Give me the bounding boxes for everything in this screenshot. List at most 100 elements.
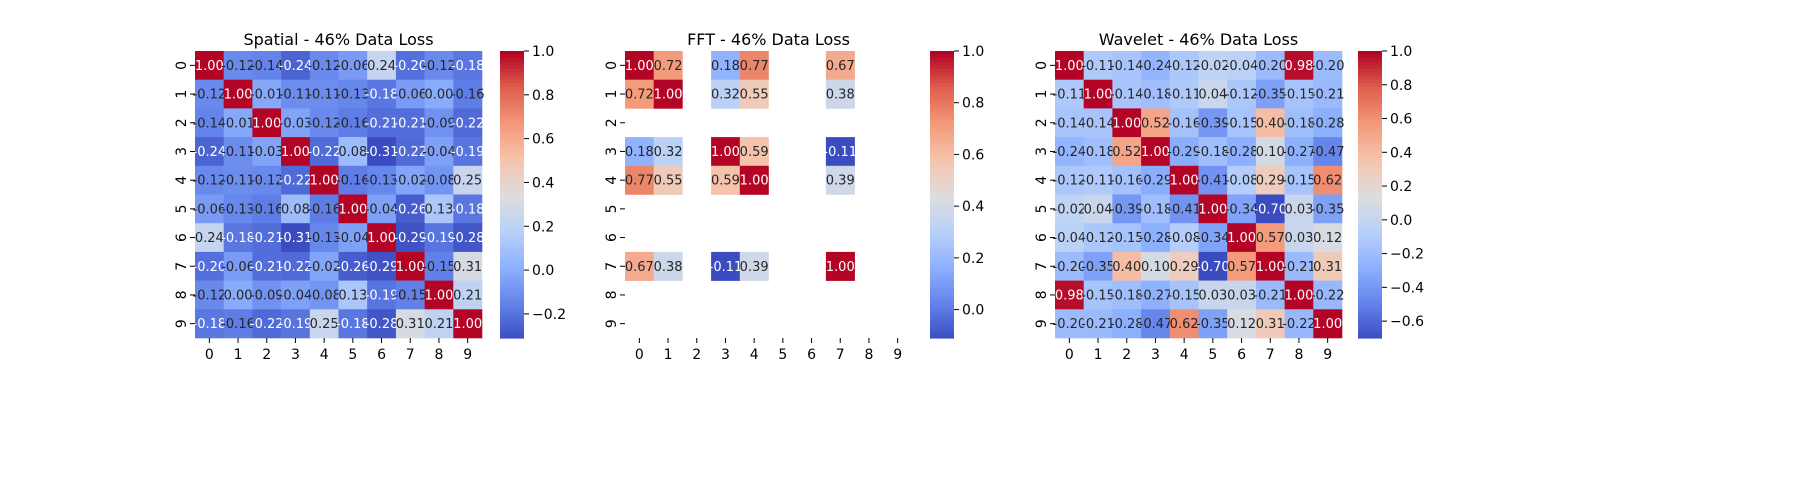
- heatmap-cell: [825, 51, 855, 80]
- heatmap-cell: [195, 309, 224, 339]
- heatmap-cell: [1313, 251, 1343, 281]
- colorbar-segment: [930, 212, 954, 217]
- cell-value-label: 1.00: [1084, 88, 1113, 103]
- heatmap-cell: [453, 251, 483, 281]
- colorbar-segment: [1358, 90, 1382, 95]
- heatmap-cell: [1284, 51, 1314, 80]
- colorbar-segment: [930, 287, 954, 292]
- colorbar-segment: [930, 51, 954, 56]
- heatmap-cell: [453, 309, 483, 339]
- heatmap-cell: [1284, 79, 1314, 109]
- cell-value-label: -0.35: [1081, 260, 1115, 275]
- colorbar-segment: [1358, 273, 1382, 278]
- colorbar-segment: [1358, 233, 1382, 239]
- heatmap-cell: [338, 51, 368, 80]
- y-tick-label: 2: [174, 118, 190, 127]
- heatmap-cell: [1169, 51, 1199, 80]
- colorbar-segment: [500, 155, 524, 160]
- cell-value-label: -0.22: [307, 145, 341, 160]
- heatmap-cell: [739, 51, 769, 80]
- heatmap-cell: [1255, 165, 1285, 195]
- cell-value-label: 0.39: [740, 260, 769, 275]
- y-tick-label: 8: [604, 290, 620, 299]
- heatmap-cell: [367, 251, 397, 281]
- colorbar-segment: [930, 129, 954, 135]
- y-tick-label: 7: [174, 262, 190, 271]
- heatmap-cell: [1198, 108, 1228, 138]
- colorbar-segment: [500, 183, 524, 188]
- colorbar-segment: [500, 320, 524, 325]
- colorbar-segment: [1358, 216, 1382, 221]
- x-tick-label: 1: [234, 347, 243, 363]
- colorbar-segment: [1358, 316, 1382, 321]
- cell-value-label: -0.12: [193, 174, 227, 189]
- heatmap-cell: [1227, 137, 1257, 167]
- x-tick-label: 0: [1065, 347, 1074, 363]
- colorbar-tick-label: 0.2: [962, 251, 984, 267]
- heatmap-cell: [1313, 223, 1343, 253]
- cell-value-label: 0.04: [1198, 88, 1227, 103]
- colorbar-segment: [930, 298, 954, 303]
- cell-value-label: -0.21: [1081, 317, 1115, 332]
- colorbar-tick-label: 0.0: [1390, 213, 1412, 229]
- heatmap-cell: [825, 251, 855, 281]
- cell-value-label: -0.12: [307, 59, 341, 74]
- heatmap-cell: [625, 165, 654, 195]
- heatmap-cell: [223, 137, 253, 167]
- heatmap-cell: [1255, 137, 1285, 167]
- heatmap-cell: [338, 108, 368, 138]
- colorbar-segment: [500, 79, 524, 84]
- y-tick-label: 7: [1034, 262, 1050, 271]
- x-tick-label: 3: [291, 347, 300, 363]
- cell-value-label: -0.12: [307, 116, 341, 131]
- cell-value-label: -0.16: [451, 88, 485, 103]
- colorbar-segment: [1358, 334, 1382, 339]
- x-tick-label: 4: [750, 347, 759, 363]
- x-tick-label: 6: [377, 347, 386, 363]
- colorbar-tick-label: 0.6: [532, 132, 554, 148]
- y-tick-label: 0: [1034, 61, 1050, 70]
- colorbar-segment: [1358, 298, 1382, 303]
- cell-value-label: -0.29: [365, 260, 399, 275]
- heatmap-cell: [1227, 309, 1257, 339]
- cell-value-label: 0.52: [1112, 145, 1141, 160]
- cell-value-label: -0.21: [393, 116, 427, 131]
- cell-value-label: -0.21: [1282, 260, 1316, 275]
- cell-value-label: -0.20: [1053, 317, 1087, 332]
- cell-value-label: -0.12: [1225, 88, 1259, 103]
- heatmap-cell: [424, 223, 454, 253]
- colorbar-segment: [500, 198, 524, 203]
- colorbar-segment: [1358, 259, 1382, 264]
- cell-value-label: 1.00: [424, 288, 453, 303]
- heatmap-cell: [338, 223, 368, 253]
- cell-value-label: -0.26: [336, 260, 370, 275]
- x-tick-label: 2: [1122, 347, 1131, 363]
- cell-value-label: -0.35: [1311, 202, 1345, 217]
- colorbar-segment: [930, 316, 954, 321]
- heatmap-cell: [309, 251, 339, 281]
- colorbar-segment: [1358, 187, 1382, 192]
- heatmap-cell: [1055, 165, 1084, 195]
- colorbar-segment: [500, 273, 524, 278]
- colorbar-segment: [930, 251, 954, 257]
- colorbar-segment: [930, 201, 954, 206]
- heatmap-cell: [711, 51, 741, 80]
- x-tick-label: 8: [434, 347, 443, 363]
- colorbar-segment: [500, 162, 524, 167]
- x-tick-label: 6: [807, 347, 816, 363]
- cell-value-label: 0.38: [826, 88, 855, 103]
- colorbar-segment: [1358, 133, 1382, 138]
- heatmap-cell: [367, 194, 397, 224]
- colorbar-segment: [1358, 169, 1382, 174]
- colorbar-segment: [930, 126, 954, 131]
- colorbar-segment: [930, 320, 954, 325]
- colorbar-segment: [1358, 144, 1382, 149]
- colorbar-segment: [500, 108, 524, 113]
- heatmap-cell: [195, 194, 224, 224]
- colorbar-segment: [930, 183, 954, 188]
- cell-value-label: -0.20: [1253, 59, 1287, 74]
- colorbar-segment: [1358, 320, 1382, 325]
- colorbar-segment: [1358, 241, 1382, 246]
- colorbar-segment: [930, 223, 954, 228]
